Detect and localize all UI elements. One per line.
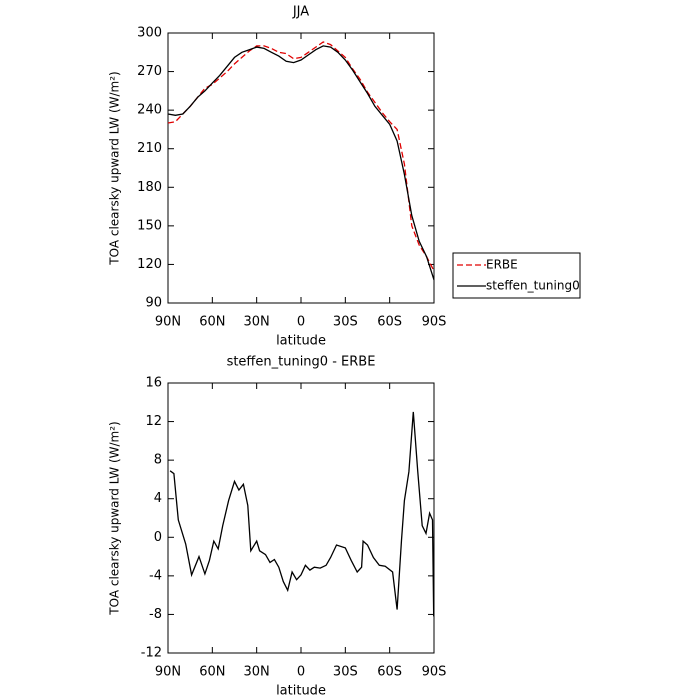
x-tick-label: 60N — [199, 315, 225, 330]
chart-title: JJA — [292, 5, 309, 20]
series-line — [167, 45, 435, 281]
chart-title: steffen_tuning0 - ERBE — [227, 355, 376, 370]
y-tick-label: 4 — [154, 491, 162, 506]
x-tick-label: 60N — [199, 665, 225, 680]
y-tick-label: -8 — [149, 607, 162, 622]
x-tick-label: 0 — [297, 665, 305, 680]
x-axis-label: latitude — [276, 684, 326, 699]
x-tick-label: 30S — [333, 315, 358, 330]
x-tick-label: 0 — [297, 315, 305, 330]
y-tick-label: 180 — [137, 180, 162, 195]
x-tick-label: 30N — [244, 315, 270, 330]
y-tick-label: 16 — [145, 376, 162, 391]
x-tick-label: 90N — [155, 665, 181, 680]
x-tick-label: 60S — [377, 315, 402, 330]
legend-label: steffen_tuning0 — [486, 279, 580, 293]
legend-box — [452, 252, 581, 299]
series-line — [169, 411, 435, 617]
x-tick-label: 90S — [422, 665, 447, 680]
x-tick-label: 90S — [422, 315, 447, 330]
y-tick-label: 90 — [145, 296, 162, 311]
y-axis-label: TOA clearsky upward LW (W/m²) — [108, 71, 122, 265]
y-tick-label: 8 — [154, 453, 162, 468]
x-tick-label: 90N — [155, 315, 181, 330]
y-tick-label: 0 — [154, 530, 162, 545]
plot-frame — [167, 32, 435, 304]
y-tick-label: 240 — [137, 103, 162, 118]
y-tick-label: 300 — [137, 26, 162, 41]
series-line — [167, 41, 435, 272]
x-tick-label: 30N — [244, 665, 270, 680]
y-tick-label: 120 — [137, 257, 162, 272]
x-tick-label: 60S — [377, 665, 402, 680]
y-tick-label: 12 — [145, 414, 162, 429]
y-axis-label: TOA clearsky upward LW (W/m²) — [108, 421, 122, 615]
y-tick-label: 150 — [137, 218, 162, 233]
y-tick-label: -4 — [149, 568, 162, 583]
y-tick-label: 210 — [137, 141, 162, 156]
x-axis-label: latitude — [276, 334, 326, 349]
x-tick-label: 30S — [333, 665, 358, 680]
plot-frame — [167, 382, 435, 654]
y-tick-label: 270 — [137, 64, 162, 79]
legend-label: ERBE — [486, 258, 518, 272]
y-tick-label: -12 — [141, 646, 162, 661]
